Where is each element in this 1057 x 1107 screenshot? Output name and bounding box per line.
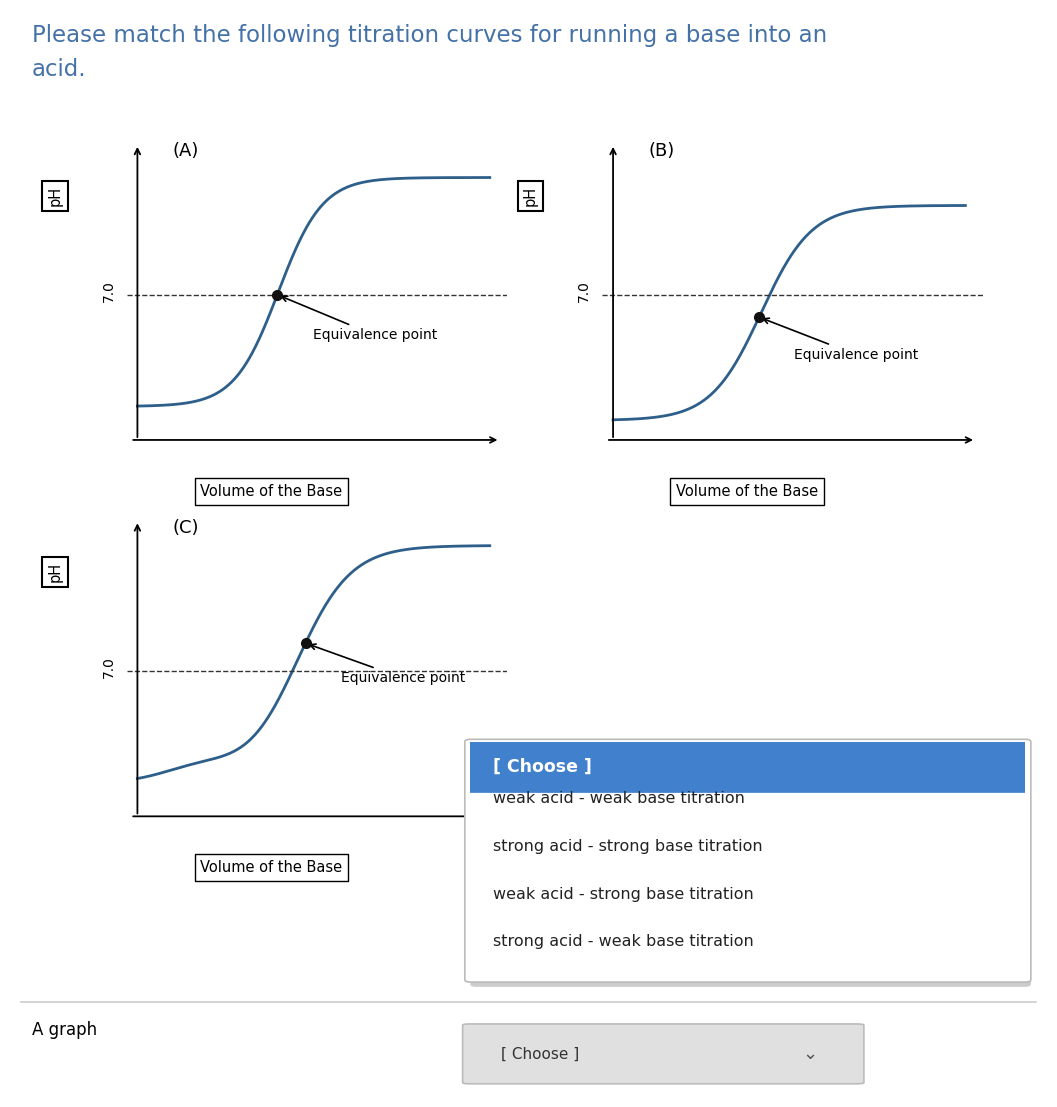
- Text: pH: pH: [523, 186, 538, 206]
- Text: A graph: A graph: [32, 1021, 97, 1038]
- Text: [ Choose ]: [ Choose ]: [501, 1046, 579, 1062]
- FancyBboxPatch shape: [463, 1024, 864, 1084]
- Text: 7.0: 7.0: [577, 280, 591, 301]
- Text: 7.0: 7.0: [101, 656, 115, 677]
- Text: strong acid - strong base titration: strong acid - strong base titration: [493, 839, 762, 853]
- Text: weak acid - strong base titration: weak acid - strong base titration: [493, 887, 754, 901]
- Text: Equivalence point: Equivalence point: [763, 318, 919, 362]
- Text: [ Choose ]: [ Choose ]: [493, 757, 592, 776]
- Text: Volume of the Base: Volume of the Base: [676, 484, 818, 499]
- Text: Equivalence point: Equivalence point: [310, 644, 465, 685]
- FancyBboxPatch shape: [467, 741, 1028, 793]
- Text: Volume of the Base: Volume of the Base: [201, 484, 342, 499]
- FancyBboxPatch shape: [470, 742, 1031, 986]
- Text: 7.0: 7.0: [101, 280, 115, 301]
- Text: Please match the following titration curves for running a base into an: Please match the following titration cur…: [32, 24, 827, 48]
- Text: ⌄: ⌄: [802, 1045, 817, 1063]
- Text: (A): (A): [172, 143, 199, 161]
- Text: acid.: acid.: [32, 58, 87, 81]
- Text: pH: pH: [48, 562, 62, 582]
- Text: pH: pH: [48, 186, 62, 206]
- Text: (C): (C): [172, 519, 199, 537]
- Text: strong acid - weak base titration: strong acid - weak base titration: [493, 934, 754, 949]
- Text: (B): (B): [648, 143, 674, 161]
- FancyBboxPatch shape: [465, 739, 1031, 982]
- Text: Equivalence point: Equivalence point: [281, 297, 437, 342]
- Text: weak acid - weak base titration: weak acid - weak base titration: [493, 792, 744, 806]
- Text: Volume of the Base: Volume of the Base: [201, 860, 342, 876]
